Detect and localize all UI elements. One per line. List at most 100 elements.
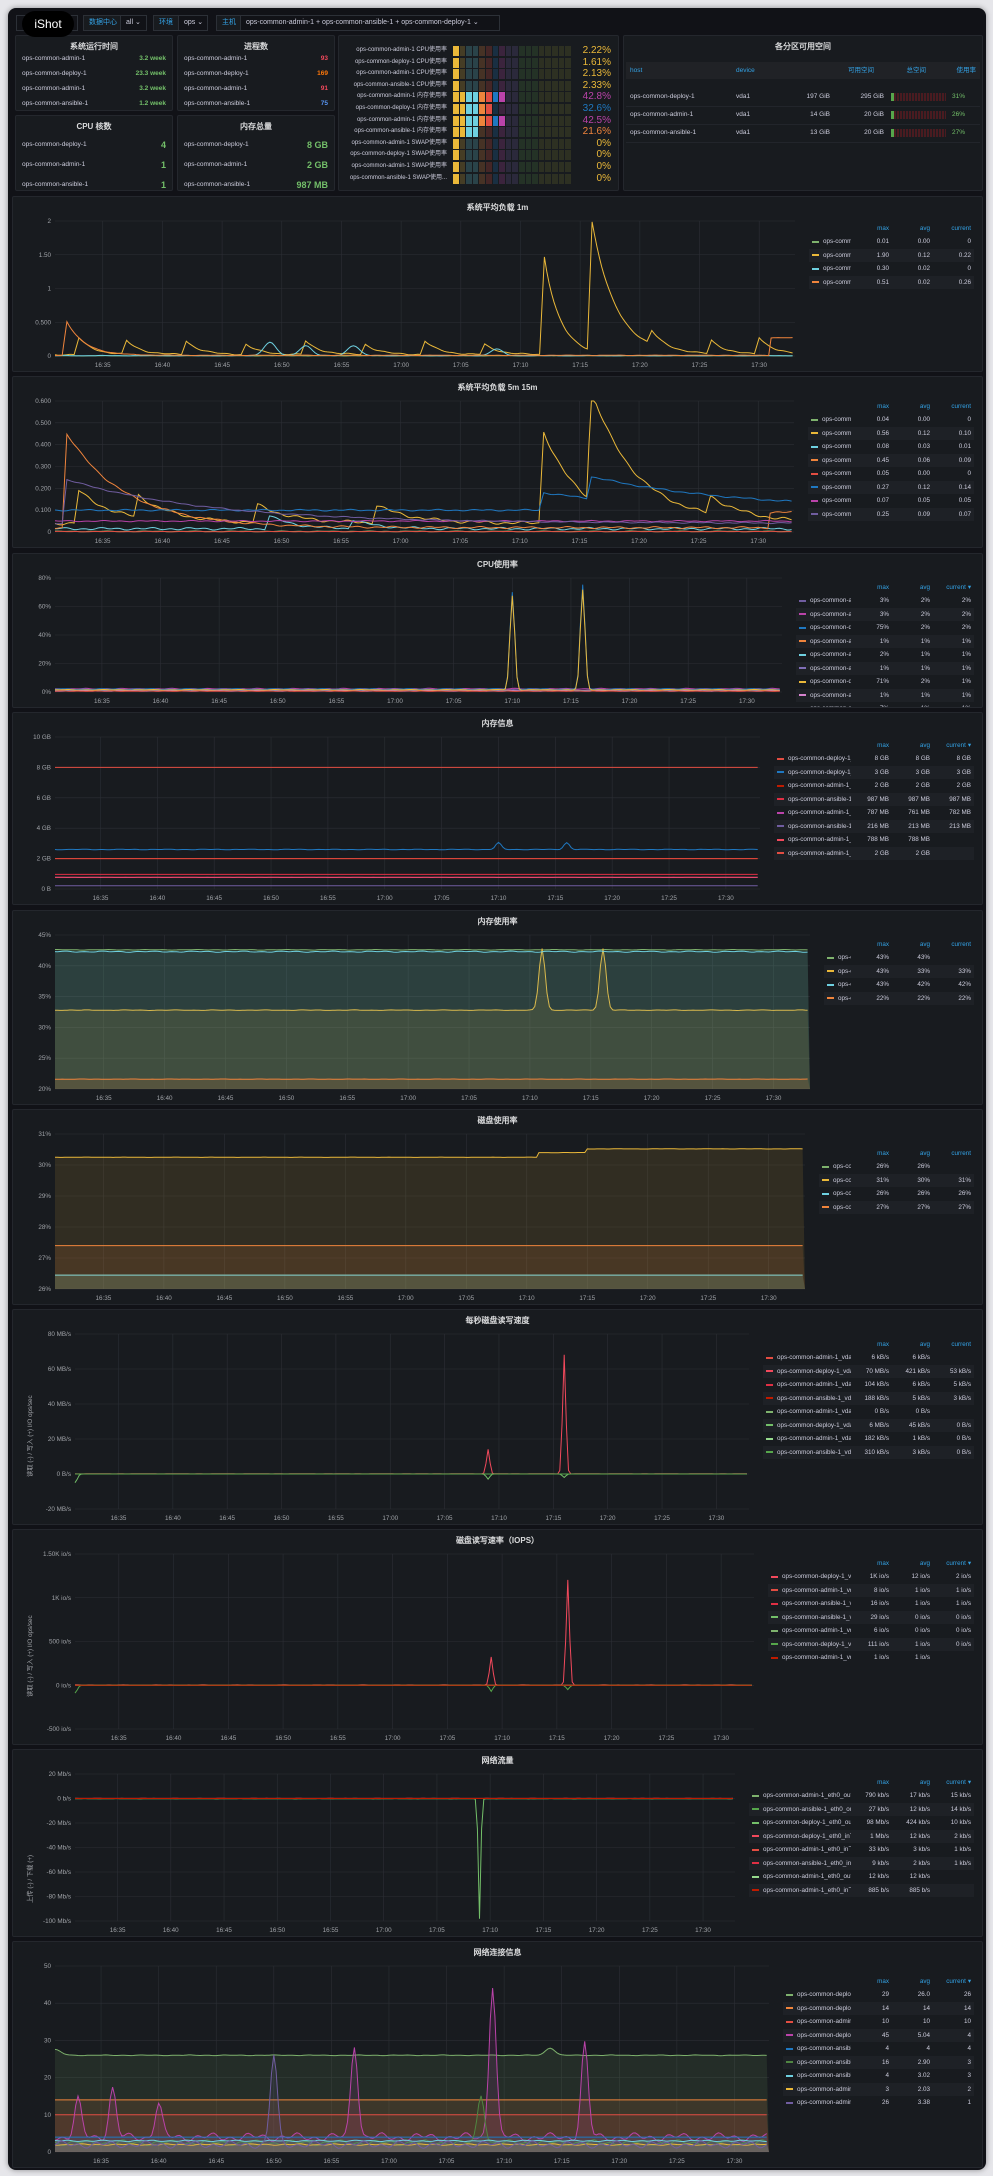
legend-column-avg[interactable]: avg (892, 1339, 933, 1351)
legend-item[interactable]: ops-common-admin-1_5m 0.04 0.00 0 (808, 413, 974, 427)
legend-column-avg[interactable]: avg (892, 939, 933, 951)
legend-column-avg[interactable]: avg (892, 1976, 933, 1988)
legend-item[interactable]: ops-common-admin-1_eth0_in下载 885 b/s 885 b… (749, 1883, 974, 1897)
legend-item[interactable]: ops-common-deploy-1_vda_写入 70 MB/s 421 kB/… (763, 1364, 974, 1378)
legend-item[interactable]: ops-common-admin-1: / 26% 26% 26% (819, 1187, 974, 1201)
legend-column-avg[interactable]: avg (892, 740, 933, 752)
legend-item[interactable]: ops-common-admin-1_5m 0.08 0.03 0.01 (808, 440, 974, 454)
chart-svg[interactable]: 20% 25% 30% 35% 40% 45% 16:35 16:40 16:45 16:50 16… (13, 911, 983, 1105)
legend-item[interactable]: ops-common-admin-1_已用 787 MB 761 MB 782 MB (774, 806, 974, 820)
chart-svg[interactable]: -100 Mb/s -80 Mb/s -60 Mb/s -40 Mb/s -20 Mb/… (13, 1750, 983, 1937)
legend-item[interactable]: ops-common-ansible-1_established 4 3.02 3 (783, 2069, 974, 2083)
legend-column-max[interactable]: max (851, 223, 892, 235)
legend-column-current[interactable]: current (933, 401, 974, 413)
legend-item[interactable]: ops-common-deploy-1_eth0_in下载 1 Mb/s 12 kb… (749, 1829, 974, 1843)
legend-item[interactable]: ops-common-deploy-1_vda_读取 111 io/s 1 io/s… (768, 1637, 974, 1651)
legend-column-max[interactable]: max (851, 401, 892, 413)
legend-column-current[interactable]: current ▾ (933, 1777, 974, 1789)
legend-item[interactable]: ops-common-admin-1_总内存 2 GB 2 GB 2 GB (774, 779, 974, 793)
legend-column-avg[interactable]: avg (892, 1777, 933, 1789)
legend-column-max[interactable]: max (851, 740, 892, 752)
legend-item[interactable]: ops-common-admin-1_已用 788 MB 788 MB (774, 833, 974, 847)
legend-column-avg[interactable]: avg (892, 1148, 933, 1160)
legend-item[interactable]: ops-common-admin-1_established 3 2.03 2 (783, 2082, 974, 2096)
legend-item[interactable]: ops-common-admin-1_listen 10 10 10 (783, 2015, 974, 2029)
legend-item[interactable]: ops-common-deploy-1_vda_读取 6 MB/s 45 kB/s 0… (763, 1418, 974, 1432)
legend-item[interactable]: ops-common-admin-1_1m 0.30 0.02 0 (809, 262, 974, 276)
legend-item[interactable]: ops-common-ansible-1_5m 0.45 0.06 0.09 (808, 453, 974, 467)
legend-item[interactable]: ops-common-ansible-1_15m 0.25 0.09 0.07 (808, 507, 974, 521)
env-select[interactable]: ops ⌄ (178, 15, 208, 31)
legend-item[interactable]: ops-common-ansible-1_总内存 987 MB 987 MB 987 … (774, 792, 974, 806)
legend-item[interactable]: ops-common-deploy-1_timewait 45 5.04 4 (783, 2028, 974, 2042)
legend-item[interactable]: ops-common-admin-1_vda_读取 0 B/s 0 B/s (763, 1405, 974, 1419)
legend-item[interactable]: ops-common-admin-1_vda_写入 104 kB/s 6 kB/s 5… (763, 1378, 974, 1392)
legend-item[interactable]: ops-common-deploy-1_15m 0.27 0.12 0.14 (808, 480, 974, 494)
legend-item[interactable]: ops-common-admin-1_vda_写入 8 io/s 1 io/s 1 i… (768, 1583, 974, 1597)
legend-item[interactable]: ops-common-ansible-1_1m 0.51 0.02 0.26 (809, 275, 974, 289)
legend-item[interactable]: ops-common-deploy-1_all 75% 2% 2% (796, 621, 974, 635)
legend-item[interactable]: ops-common-admin-1_总内存 2 GB 2 GB (774, 846, 974, 860)
legend-column-current[interactable]: current ▾ (933, 582, 974, 594)
legend-item[interactable]: ops-common-admin-1_vda_读取 6 io/s 0 io/s 0 i… (768, 1624, 974, 1638)
legend-column-avg[interactable]: avg (892, 401, 933, 413)
legend-item[interactable]: ops-common-deploy-1_established 29 26.0 26 (783, 1988, 974, 2002)
host-select[interactable]: ops-common-admin-1 + ops-common-ansible-… (240, 15, 500, 31)
legend-item[interactable]: ops-common-deploy-1_user 71% 2% 1% (796, 675, 974, 689)
column-header[interactable]: device (736, 67, 755, 74)
legend-column-max[interactable]: max (851, 939, 892, 951)
datacenter-select[interactable]: all ⌄ (120, 15, 147, 31)
legend-item[interactable]: ops-common-ansible-1_vda_读取 29 io/s 0 io/s… (768, 1610, 974, 1624)
legend-item[interactable]: ops-common-deploy-1_1m 1.90 0.12 0.22 (809, 248, 974, 262)
legend-column-current[interactable]: current (933, 1148, 974, 1160)
legend-column-current[interactable]: current (933, 223, 974, 235)
legend-item[interactable]: ops-common-admin-1_1m 0.01 0.00 0 (809, 235, 974, 249)
chart-svg[interactable]: -500 io/s 0 io/s 500 io/s 1K io/s 1.50K io/s… (13, 1530, 983, 1745)
legend-column-max[interactable]: max (851, 1558, 892, 1570)
legend-item[interactable]: ops-common-admin-1_eth0_in下载 33 kb/s 3 kb/… (749, 1843, 974, 1857)
legend-item[interactable]: ops-common-ansible-1_system 1% 1% 1% (796, 661, 974, 675)
legend-column-max[interactable]: max (851, 1976, 892, 1988)
legend-item[interactable]: ops-common-ansible-1_user 1% 1% 1% (796, 634, 974, 648)
legend-item[interactable]: ops-common-admin-1_vda_写入 6 kB/s 6 kB/s (763, 1351, 974, 1365)
legend-item[interactable]: ops-common-ansible-1_已用 216 MB 213 MB 213 M… (774, 819, 974, 833)
legend-item[interactable]: ops-common-admin-1: / 26% 26% (819, 1160, 974, 1174)
legend-item[interactable]: ops-common-admin-1_15m 0.07 0.05 0.05 (808, 494, 974, 508)
legend-item[interactable]: ops-common-ansible-1_eth0_out上传 27 kb/s 12… (749, 1802, 974, 1816)
legend-item[interactable]: ops-common-deploy-1 43% 33% 33% (824, 964, 974, 978)
legend-column-current[interactable]: current (933, 939, 974, 951)
legend-item[interactable]: ops-common-admin-1 43% 43% (824, 951, 974, 965)
legend-item[interactable]: ops-common-ansible-1_vda_写入 188 kB/s 5 kB/… (763, 1391, 974, 1405)
legend-column-max[interactable]: max (851, 1339, 892, 1351)
legend-item[interactable]: ops-common-admin-1_all 3% 2% 2% (796, 607, 974, 621)
legend-item[interactable]: ops-common-admin-1_system 1% 1% 1% (796, 688, 974, 702)
legend-column-current[interactable]: current ▾ (933, 740, 974, 752)
column-header[interactable]: 可用空间 (848, 67, 874, 74)
chart-svg[interactable]: -20 MB/s 0 B/s 20 MB/s 40 MB/s 60 MB/s 80 MB/… (13, 1310, 983, 1525)
legend-item[interactable]: ops-common-ansible-1: / 27% 27% 27% (819, 1200, 974, 1214)
legend-item[interactable]: ops-common-admin-1_user 2% 1% 1% (796, 648, 974, 662)
chart-svg[interactable]: 0 B 2 GB 4 GB 6 GB 8 GB 10 GB 16:35 16:40 16:45 1… (13, 713, 983, 905)
column-header[interactable]: 使用率 (956, 67, 977, 74)
legend-column-avg[interactable]: avg (892, 1558, 933, 1570)
legend-item[interactable]: ops-common-deploy-1_listen 14 14 14 (783, 2001, 974, 2015)
legend-column-max[interactable]: max (851, 1777, 892, 1789)
legend-item[interactable]: ops-common-deploy-1: / 31% 30% 31% (819, 1173, 974, 1187)
legend-column-current[interactable]: current (933, 1339, 974, 1351)
legend-item[interactable]: ops-common-ansible-1 22% 22% 22% (824, 991, 974, 1005)
chart-svg[interactable]: 0 10 20 30 40 50 16:35 16:40 16:45 16:50 16:55 17:0… (13, 1942, 983, 2168)
legend-item[interactable]: ops-common-admin-1_eth0_out上传 12 kb/s 12 k… (749, 1870, 974, 1884)
legend-column-current[interactable]: current ▾ (933, 1558, 974, 1570)
legend-item[interactable]: ops-common-deploy-1_总内存 8 GB 8 GB 8 GB (774, 752, 974, 766)
legend-item[interactable]: ops-common-admin-1 43% 42% 42% (824, 978, 974, 992)
legend-item[interactable]: ops-common-deploy-1_vda_写入 1K io/s 12 io/s… (768, 1570, 974, 1584)
legend-item[interactable]: ops-common-admin-1_eth0_out上传 790 kb/s 17 … (749, 1789, 974, 1803)
legend-item[interactable]: ops-common-ansible-1_all 3% 2% 2% (796, 594, 974, 608)
legend-item[interactable]: ops-common-deploy-1_已用 3 GB 3 GB 3 GB (774, 765, 974, 779)
chart-svg[interactable]: 0 0.500 1 1.50 2 16:35 16:40 16:45 16:50 16:55 17:… (13, 197, 983, 372)
legend-item[interactable]: ops-common-ansible-1_eth0_in下载 9 kb/s 2 kb… (749, 1856, 974, 1870)
column-header[interactable]: host (630, 67, 643, 74)
legend-column-current[interactable]: current ▾ (933, 1976, 974, 1988)
legend-item[interactable]: ops-common-admin-1_vda_写入 1 io/s 1 io/s (768, 1651, 974, 1665)
legend-item[interactable]: ops-common-deploy-1_system7%1%1% (796, 702, 974, 707)
